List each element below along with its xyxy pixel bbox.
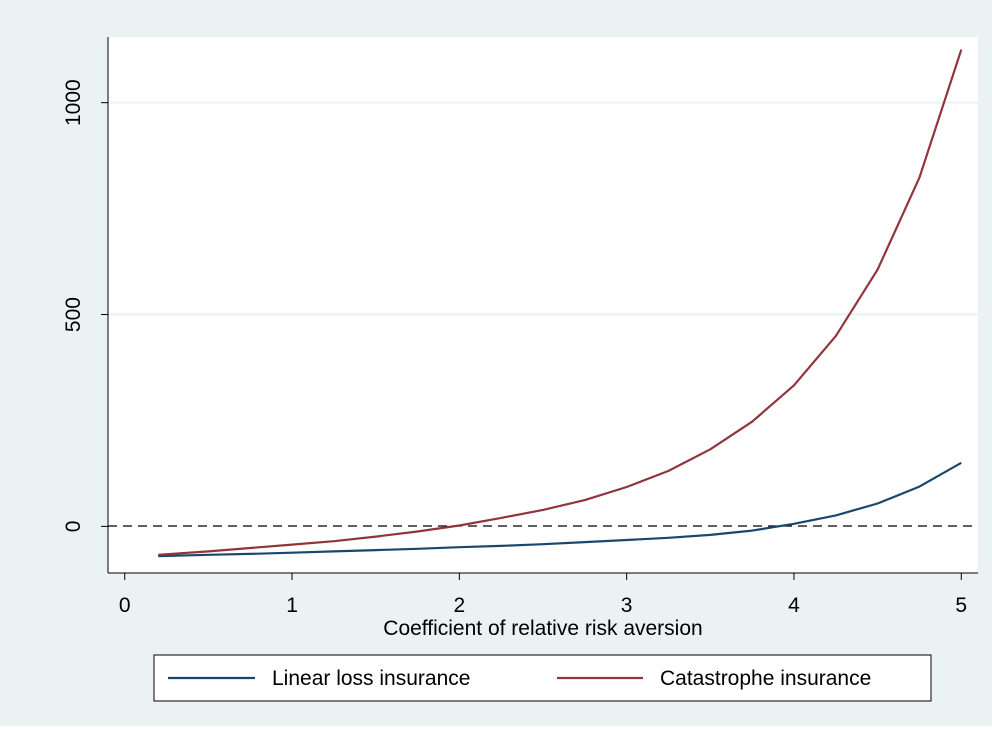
x-tick-label-1: 1 <box>286 594 298 617</box>
legend-box <box>153 654 932 702</box>
x-tick-label-5: 5 <box>955 594 967 617</box>
gridlines <box>108 101 978 316</box>
x-tick-label-0: 0 <box>119 594 131 617</box>
x-tick-label-3: 3 <box>621 594 633 617</box>
legend-label-1: Catastrophe insurance <box>660 667 871 690</box>
x-ticks: 0 1 2 3 4 5 <box>119 573 967 617</box>
y-tick-label-1: 500 <box>62 297 85 332</box>
y-ticks: 0 500 1000 <box>62 79 108 532</box>
series-line-0 <box>158 461 962 558</box>
series-group <box>158 49 963 558</box>
plot-area <box>108 37 978 573</box>
x-axis-title: Coefficient of relative risk aversion <box>383 617 702 640</box>
y-tick-label-2: 1000 <box>62 79 85 126</box>
legend: Linear loss insurance Catastrophe insuran… <box>168 667 871 690</box>
x-tick-label-2: 2 <box>454 594 466 617</box>
x-tick-label-4: 4 <box>788 594 800 617</box>
legend-label-0: Linear loss insurance <box>272 667 470 690</box>
series-line-1 <box>158 49 963 556</box>
y-tick-label-0: 0 <box>62 521 85 533</box>
